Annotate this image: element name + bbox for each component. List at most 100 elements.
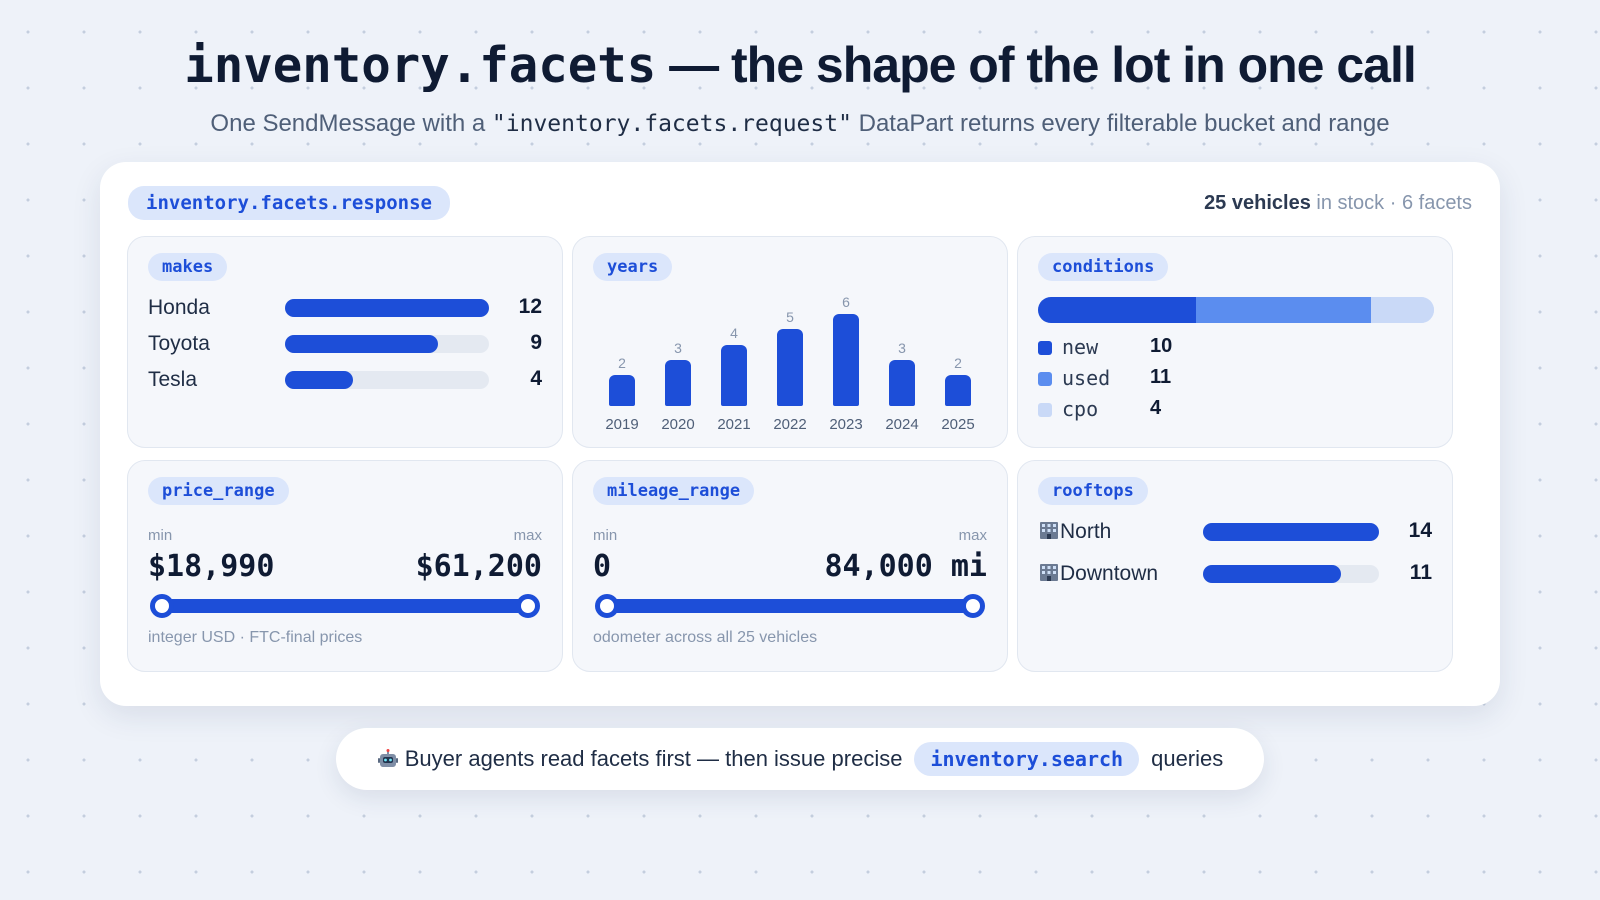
inventory-stats: 25 vehicles in stock · 6 facets [1204,192,1472,215]
conditions-stacked-bar [1038,297,1434,323]
year-tick-label: 2019 [605,416,639,433]
make-bar [285,335,438,353]
price-max-handle[interactable] [516,594,540,618]
condition-name: cpo [1062,397,1099,421]
footer-text-end: queries [1151,746,1224,771]
make-bar-track [285,371,489,389]
mileage-min-value: 0 [593,549,612,584]
title-code: inventory.facets [184,37,657,94]
year-value-label: 2 [954,355,962,372]
rooftop-row: North 14 [1038,517,1432,547]
year-value-label: 5 [786,309,794,326]
year-bar [889,360,915,406]
price-min-value: $18,990 [148,549,275,584]
price-range-panel: price_range min max $18,990 $61,200 inte… [127,460,563,672]
year-tick-label: 2022 [773,416,807,433]
make-bar-track [285,299,489,317]
year-bar [665,360,691,406]
price-min-handle[interactable] [150,594,174,618]
make-count: 9 [530,331,542,354]
year-value-label: 4 [730,324,738,341]
makes-panel: makes Honda 12 Toyota 9 Tesla 4 [127,236,563,448]
condition-count: 10 [1150,335,1173,357]
price-note: integer USD · FTC-final prices [148,629,363,646]
condition-swatch [1038,372,1052,386]
year-bar [833,314,859,406]
price-max-label: max [513,527,542,544]
rooftop-count: 14 [1408,519,1432,542]
years-bar-chart: 2 2019 3 2020 4 2021 5 2022 6 2023 3 2024 2 2025 [593,293,989,433]
facets-response-card: inventory.facets.response 25 vehicles in… [100,162,1500,706]
conditions-legend: new 10 used 11 cpo 4 [1038,335,1238,428]
makes-label: makes [148,253,228,281]
years-panel: years 2 2019 3 2020 4 2021 5 2022 6 2023 3 2024 2 202… [572,236,1008,448]
robot-icon [377,749,398,767]
mileage-range-panel: mileage_range min max 0 84,000 mi odomet… [572,460,1008,672]
make-bar-track [285,335,489,353]
footer-banner: Buyer agents read facets first — then is… [336,728,1264,790]
makes-row: Honda 12 [148,293,542,323]
year-column: 5 2022 [765,293,815,433]
footer-code-pill: inventory.search [914,742,1140,776]
year-value-label: 3 [898,340,906,356]
year-tick-label: 2023 [829,416,863,433]
condition-segment-new [1038,297,1197,323]
footer-text: Buyer agents read facets first — then is… [404,746,903,771]
condition-count: 4 [1150,397,1162,419]
year-tick-label: 2024 [885,416,919,433]
makes-row: Toyota 9 [148,329,542,359]
condition-legend-item: cpo 4 [1038,397,1238,428]
make-count: 4 [530,367,542,390]
mileage-max-label: max [958,527,987,544]
mileage-max-value: 84,000 mi [824,549,987,584]
price-min-label: min [148,527,173,544]
subtitle-post: DataPart returns every filterable bucket… [851,110,1390,137]
make-bar [285,371,353,389]
facets-count: 6 facets [1401,192,1472,214]
year-column: 2 2019 [597,293,647,433]
condition-name: new [1062,335,1099,359]
mileage-range-label: mileage_range [593,477,755,505]
rooftop-name: North [1060,520,1112,543]
year-value-label: 6 [842,294,850,310]
make-name: Honda [148,296,210,319]
condition-name: used [1062,366,1111,390]
year-value-label: 3 [674,340,682,356]
year-value-label: 2 [618,355,626,372]
years-label: years [593,253,673,281]
price-range-label: price_range [148,477,289,505]
year-column: 6 2023 [821,293,871,433]
rooftops-label: rooftops [1038,477,1148,505]
rooftop-row: Downtown 11 [1038,559,1432,589]
mileage-range-track [607,599,973,613]
rooftop-label: North [1038,520,1111,544]
make-name: Toyota [148,332,210,355]
response-label: inventory.facets.response [128,186,450,220]
mileage-note: odometer across all 25 vehicles [593,629,818,646]
in-stock-text: in stock [1310,192,1385,214]
price-range-track [162,599,528,613]
rooftops-panel: rooftops North 14 Downtown 11 [1017,460,1453,672]
makes-row: Tesla 4 [148,365,542,395]
year-column: 3 2020 [653,293,703,433]
title-text: — the shape of the lot in one call [656,37,1417,93]
office-building-icon [1040,564,1058,581]
subtitle-code: "inventory.facets.request" [491,111,852,137]
year-bar [721,344,747,406]
make-bar [285,299,489,317]
rooftop-bar-track [1203,565,1379,583]
mileage-min-label: min [593,527,618,544]
page-subtitle: One SendMessage with a "inventory.facets… [0,110,1600,138]
mileage-min-handle[interactable] [595,594,619,618]
year-bar [945,375,971,406]
conditions-panel: conditions new 10 used 11 cpo 4 [1017,236,1453,448]
year-column: 2 2025 [933,293,983,433]
condition-count: 11 [1150,366,1172,388]
mileage-max-handle[interactable] [961,594,985,618]
year-column: 3 2024 [877,293,927,433]
condition-swatch [1038,341,1052,355]
year-tick-label: 2025 [941,416,975,433]
condition-legend-item: new 10 [1038,335,1238,366]
page-title: inventory.facets — the shape of the lot … [0,36,1600,94]
make-count: 12 [518,295,542,318]
